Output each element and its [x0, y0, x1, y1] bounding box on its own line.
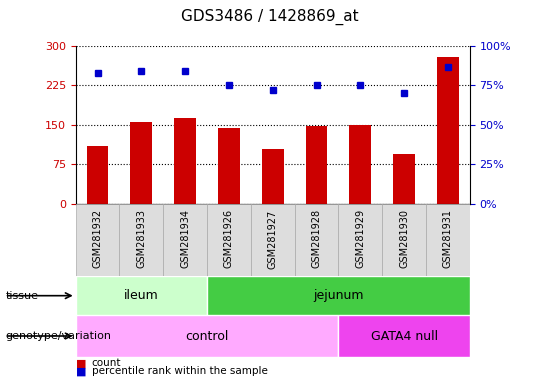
- Bar: [262, 149, 284, 204]
- Bar: [163, 204, 207, 276]
- Bar: [119, 204, 163, 276]
- Bar: [382, 204, 426, 276]
- Bar: [218, 129, 240, 204]
- Bar: [393, 154, 415, 204]
- Bar: [207, 204, 251, 276]
- Text: count: count: [92, 358, 122, 368]
- Text: ileum: ileum: [124, 289, 159, 302]
- Text: ■: ■: [76, 358, 86, 368]
- Bar: [76, 315, 339, 357]
- Bar: [339, 204, 382, 276]
- Text: GATA4 null: GATA4 null: [370, 329, 437, 343]
- Text: GSM281933: GSM281933: [136, 209, 146, 268]
- Bar: [76, 204, 119, 276]
- Text: ■: ■: [76, 366, 86, 376]
- Bar: [251, 204, 295, 276]
- Text: jejunum: jejunum: [313, 289, 363, 302]
- Bar: [174, 118, 196, 204]
- Text: genotype/variation: genotype/variation: [5, 331, 111, 341]
- Text: GSM281929: GSM281929: [355, 209, 365, 268]
- Bar: [349, 125, 372, 204]
- Text: GSM281934: GSM281934: [180, 209, 190, 268]
- Bar: [339, 315, 470, 357]
- Text: GSM281932: GSM281932: [92, 209, 103, 268]
- Bar: [295, 204, 339, 276]
- Text: GSM281928: GSM281928: [312, 209, 321, 268]
- Bar: [86, 146, 109, 204]
- Bar: [437, 56, 459, 204]
- Bar: [426, 204, 470, 276]
- Bar: [306, 126, 327, 204]
- Text: GDS3486 / 1428869_at: GDS3486 / 1428869_at: [181, 9, 359, 25]
- Text: percentile rank within the sample: percentile rank within the sample: [92, 366, 268, 376]
- Bar: [207, 276, 470, 315]
- Text: control: control: [185, 329, 228, 343]
- Bar: [130, 122, 152, 204]
- Text: GSM281930: GSM281930: [399, 209, 409, 268]
- Text: GSM281926: GSM281926: [224, 209, 234, 268]
- Text: tissue: tissue: [5, 291, 38, 301]
- Text: GSM281927: GSM281927: [268, 209, 278, 268]
- Bar: [76, 276, 207, 315]
- Text: GSM281931: GSM281931: [443, 209, 453, 268]
